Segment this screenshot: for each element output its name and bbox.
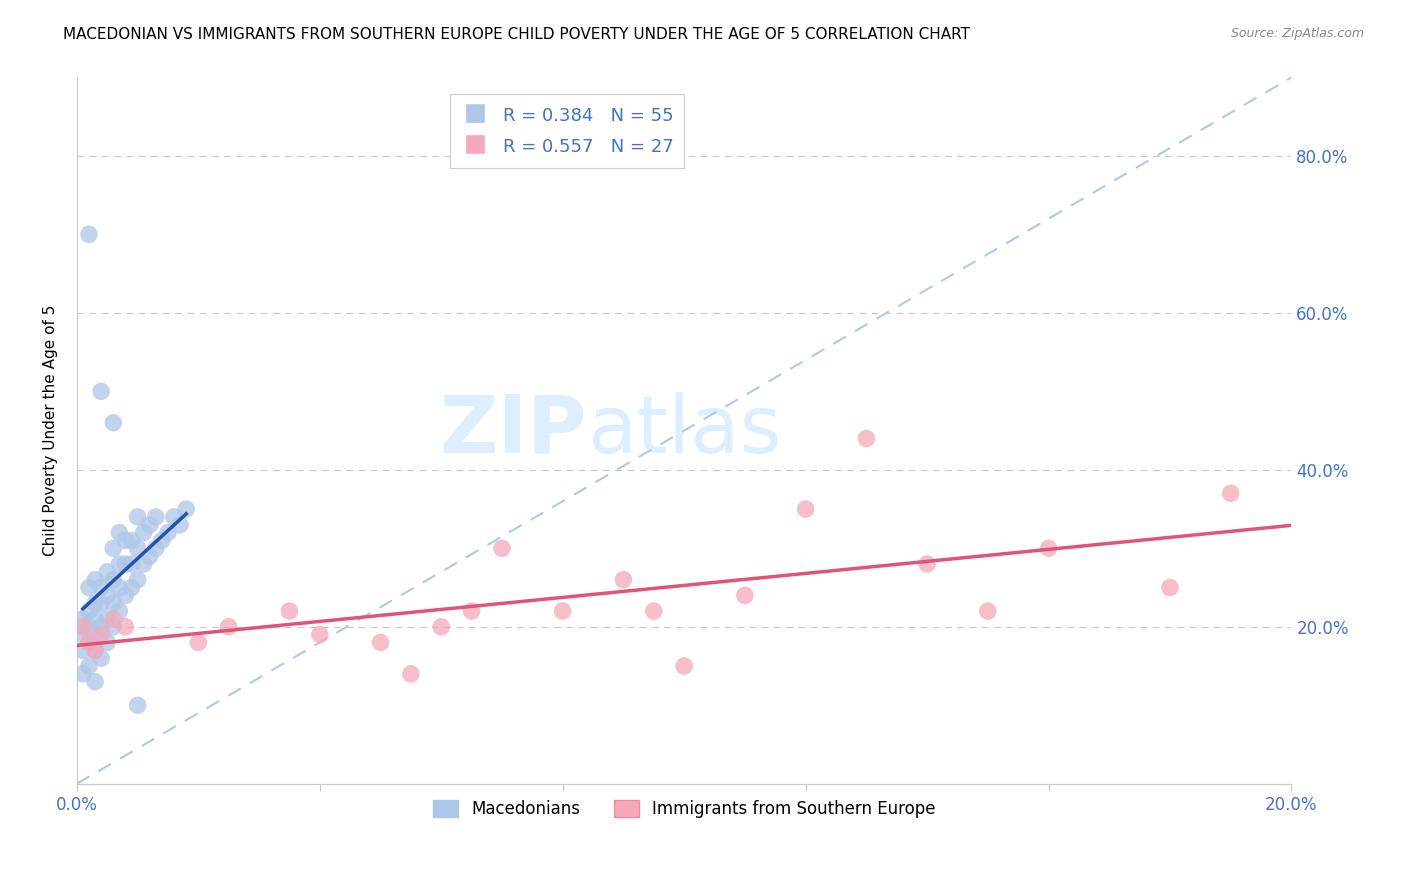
Point: [169, 517, 191, 532]
Point: [90, 627, 112, 641]
Y-axis label: Child Poverty Under the Age of 5: Child Poverty Under the Age of 5: [44, 305, 58, 557]
Legend: Macedonians, Immigrants from Southern Europe: Macedonians, Immigrants from Southern Eu…: [426, 793, 942, 825]
Point: [139, 549, 162, 563]
Point: [72, 627, 94, 641]
Point: [103, 573, 125, 587]
Text: Source: ZipAtlas.com: Source: ZipAtlas.com: [1230, 27, 1364, 40]
Point: [163, 509, 186, 524]
Point: [108, 525, 131, 540]
Point: [77, 604, 100, 618]
Point: [156, 525, 179, 540]
Point: [90, 620, 112, 634]
Point: [90, 596, 112, 610]
Point: [96, 635, 118, 649]
Point: [127, 509, 149, 524]
Point: [308, 627, 330, 641]
Point: [96, 565, 118, 579]
Point: [370, 635, 392, 649]
Point: [72, 620, 94, 634]
Point: [915, 557, 938, 571]
Point: [121, 533, 143, 548]
Point: [132, 557, 155, 571]
Point: [114, 620, 136, 634]
Point: [77, 620, 100, 634]
Point: [1159, 581, 1181, 595]
Point: [103, 541, 125, 556]
Point: [77, 581, 100, 595]
Point: [72, 643, 94, 657]
Point: [491, 541, 513, 556]
Point: [734, 588, 756, 602]
Point: [612, 573, 634, 587]
Point: [855, 432, 877, 446]
Point: [1038, 541, 1060, 556]
Point: [430, 620, 453, 634]
Point: [96, 612, 118, 626]
Point: [114, 533, 136, 548]
Point: [127, 698, 149, 713]
Point: [1219, 486, 1241, 500]
Point: [72, 666, 94, 681]
Point: [977, 604, 1000, 618]
Point: [145, 509, 167, 524]
Point: [132, 525, 155, 540]
Point: [551, 604, 574, 618]
Point: [72, 612, 94, 626]
Point: [84, 674, 107, 689]
Point: [145, 541, 167, 556]
Point: [121, 581, 143, 595]
Point: [84, 612, 107, 626]
Text: atlas: atlas: [586, 392, 782, 469]
Point: [103, 620, 125, 634]
Point: [139, 517, 162, 532]
Point: [77, 227, 100, 242]
Point: [84, 643, 107, 657]
Point: [90, 581, 112, 595]
Text: ZIP: ZIP: [440, 392, 586, 469]
Point: [84, 573, 107, 587]
Point: [127, 541, 149, 556]
Point: [84, 643, 107, 657]
Point: [108, 581, 131, 595]
Point: [174, 502, 197, 516]
Point: [103, 612, 125, 626]
Point: [77, 635, 100, 649]
Point: [114, 588, 136, 602]
Point: [114, 557, 136, 571]
Point: [96, 588, 118, 602]
Point: [218, 620, 240, 634]
Point: [108, 557, 131, 571]
Point: [127, 573, 149, 587]
Point: [108, 604, 131, 618]
Point: [150, 533, 173, 548]
Point: [77, 635, 100, 649]
Point: [90, 651, 112, 665]
Point: [673, 659, 696, 673]
Point: [84, 596, 107, 610]
Point: [77, 659, 100, 673]
Text: MACEDONIAN VS IMMIGRANTS FROM SOUTHERN EUROPE CHILD POVERTY UNDER THE AGE OF 5 C: MACEDONIAN VS IMMIGRANTS FROM SOUTHERN E…: [63, 27, 970, 42]
Point: [103, 596, 125, 610]
Point: [187, 635, 209, 649]
Point: [278, 604, 301, 618]
Point: [399, 666, 422, 681]
Point: [121, 557, 143, 571]
Point: [794, 502, 817, 516]
Point: [460, 604, 482, 618]
Point: [84, 627, 107, 641]
Point: [643, 604, 665, 618]
Point: [90, 384, 112, 399]
Point: [103, 416, 125, 430]
